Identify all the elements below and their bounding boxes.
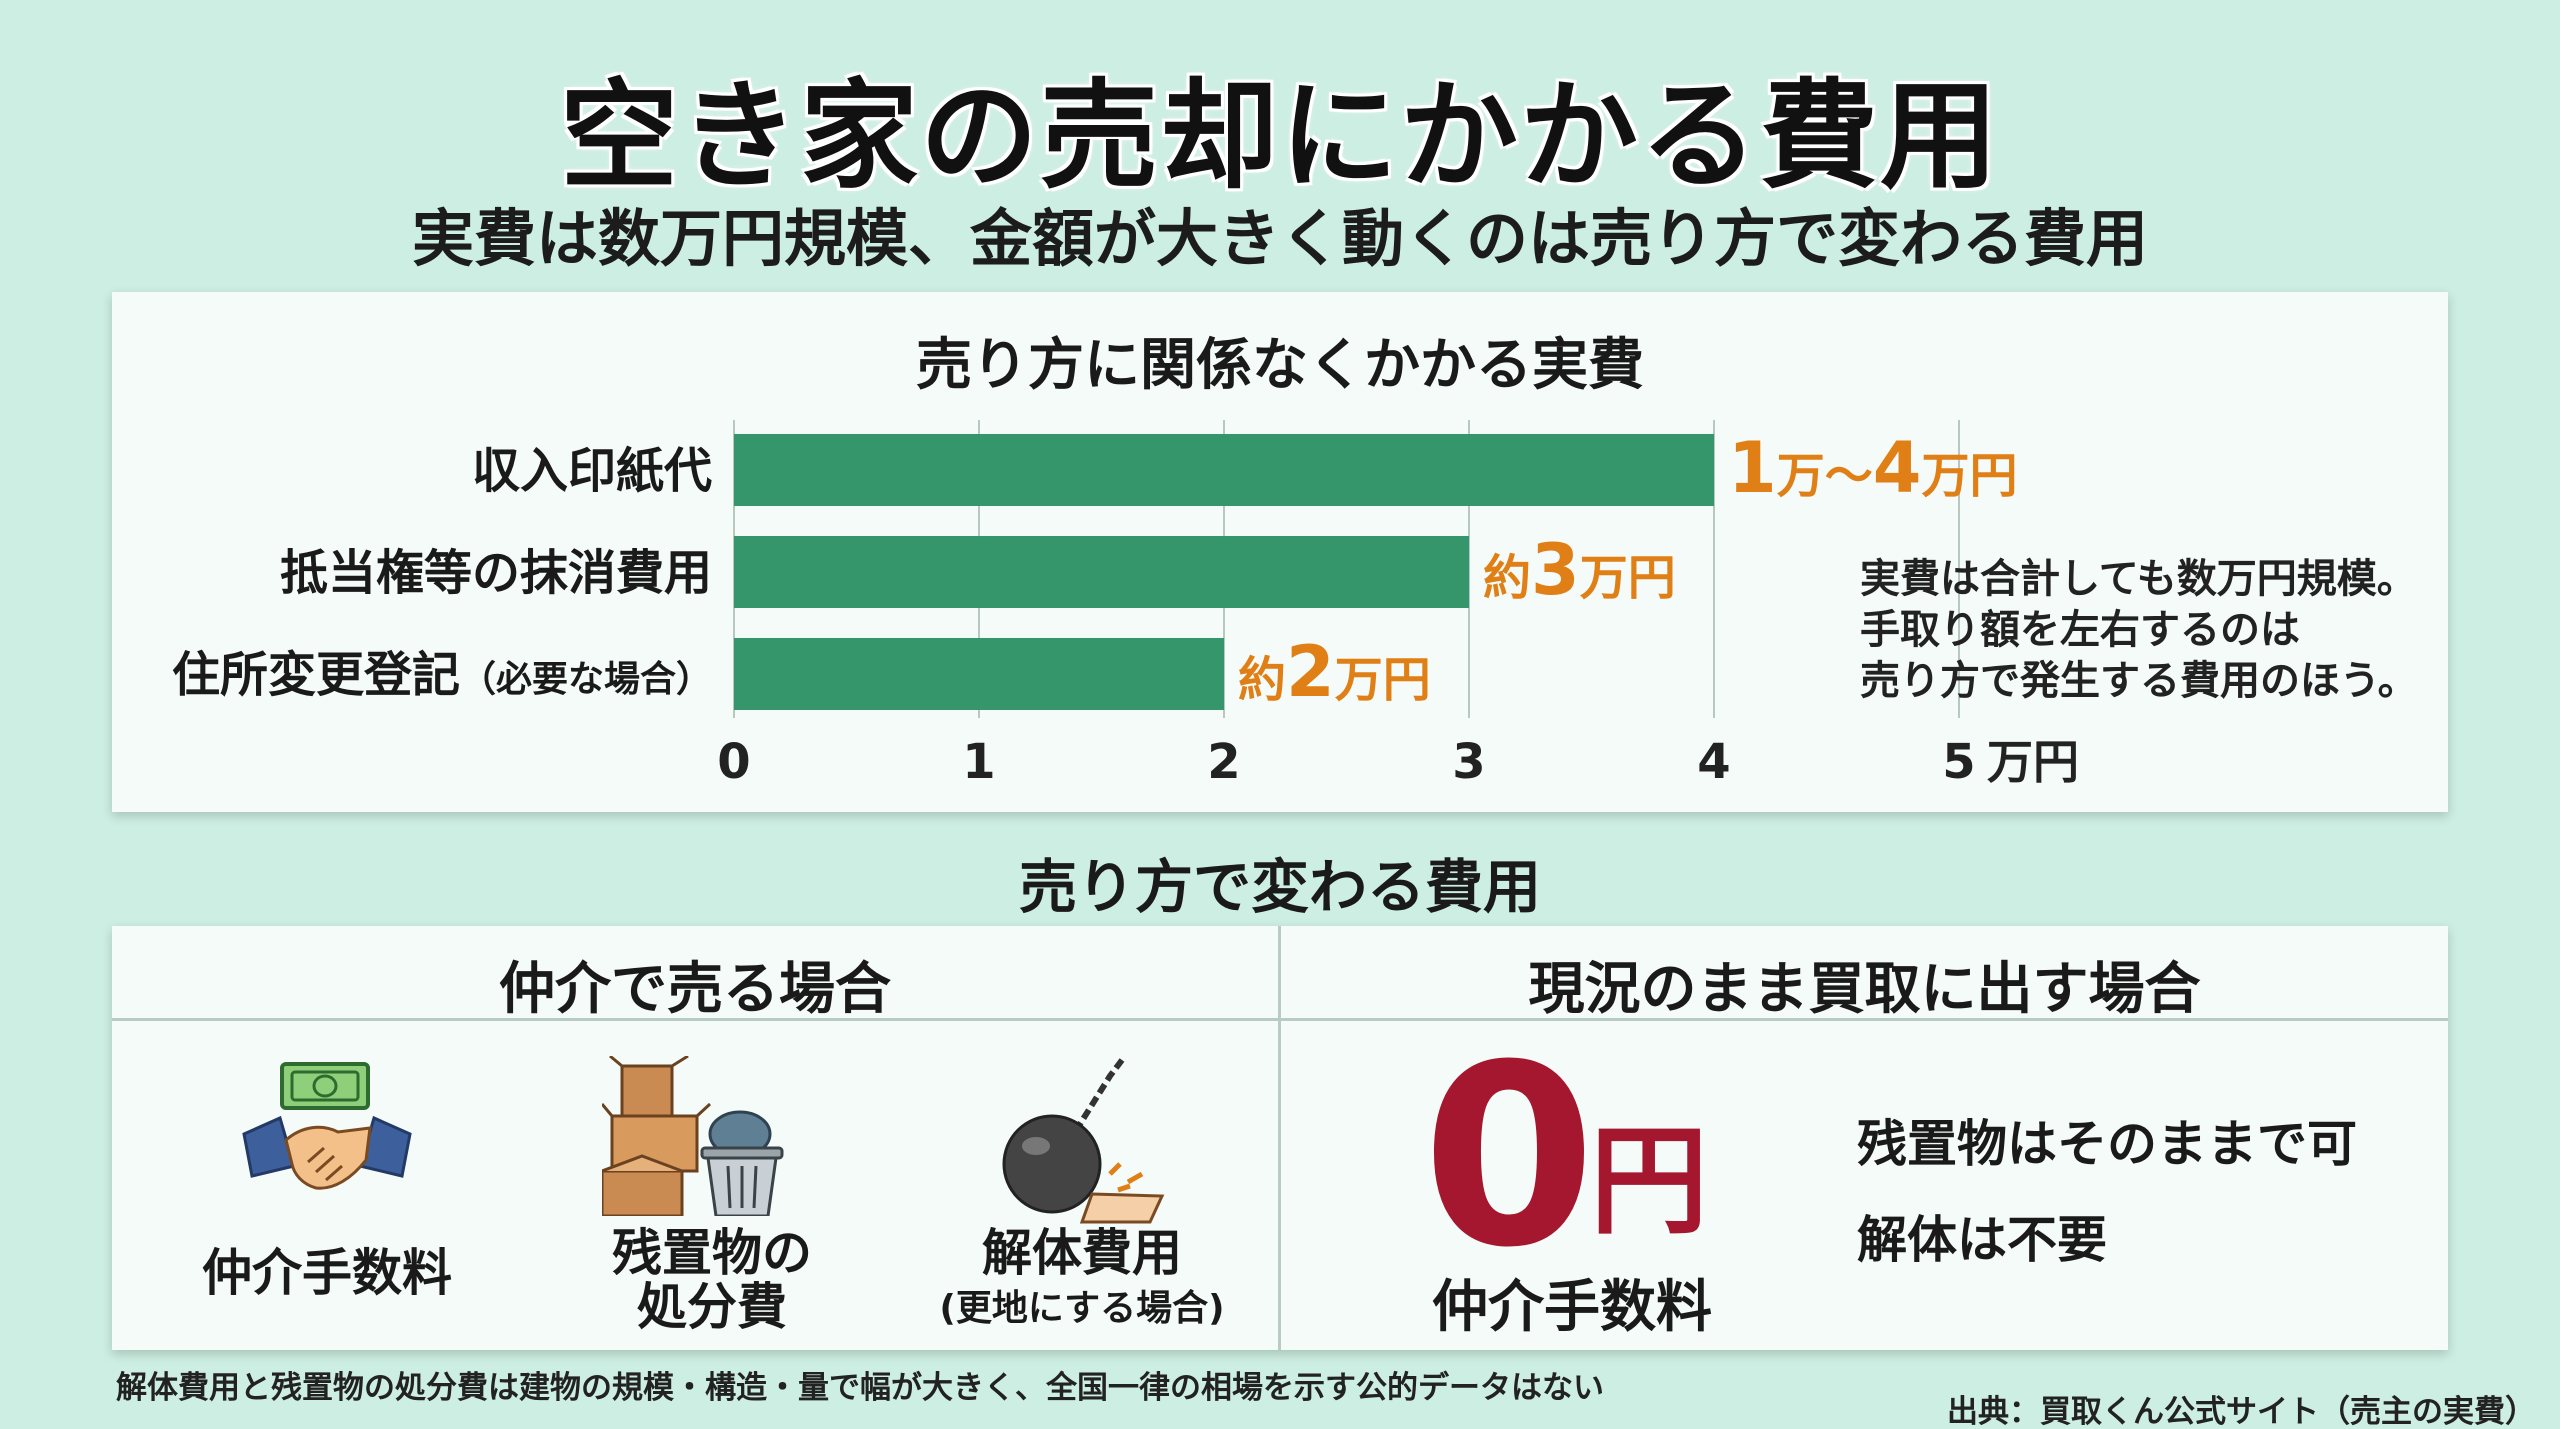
residual-disposal-label-1: 残置物の: [612, 1224, 812, 1282]
x-tick-label: 3: [1452, 734, 1485, 790]
side-note-line: 売り方で発生する費用のほう。: [1860, 658, 2418, 704]
side-note: 実費は合計しても数万円規模。 手取り額を左右するのは 売り方で発生する費用のほう…: [1860, 554, 2440, 707]
column-divider: [1278, 926, 1281, 1350]
buyout-note-demolition: 解体は不要: [1857, 1211, 2107, 1269]
x-tick-label: 4: [1697, 734, 1730, 790]
category-label: 抵当権等の抹消費用: [280, 545, 712, 601]
section-title-variable-costs: 売り方で変わる費用: [1018, 853, 1541, 921]
buyout-heading: 現況のまま買取に出す場合: [1528, 957, 2201, 1022]
zero-fee-unit: 円: [1590, 1112, 1709, 1250]
bar: [734, 536, 1469, 608]
wrecking-ball-icon: [1002, 1058, 1165, 1224]
data-label: 1万～4万円: [1728, 427, 2017, 509]
zero-fee-number: 0: [1422, 1011, 1596, 1302]
data-label: 約3万円: [1483, 529, 1676, 611]
fixed-costs-panel: 売り方に関係なくかかる実費 0 1 2 3 4 5 万円 収入印紙代 1万～4万円抵当権等の抹消…: [112, 292, 2448, 812]
brokerage-fee-label: 仲介手数料: [202, 1244, 452, 1302]
data-label: 約2万円: [1238, 631, 1431, 713]
x-tick-label: 0: [717, 734, 750, 790]
boxes-trash-icon: [602, 1056, 784, 1216]
x-tick-label: 1: [962, 734, 995, 790]
source-citation: 出典：買取くん公式サイト（売主の実費）: [1947, 1394, 2536, 1429]
side-note-line: 手取り額を左右するのは: [1860, 607, 2300, 653]
bar: [734, 638, 1224, 710]
category-label: 住所変更登記（必要な場合）: [172, 647, 712, 703]
residual-disposal-label-2: 処分費: [637, 1278, 787, 1336]
footnote: 解体費用と残置物の処分費は建物の規模・構造・量で幅が大きく、全国一律の相場を示す…: [116, 1370, 1604, 1406]
brokerage-heading: 仲介で売る場合: [499, 957, 891, 1022]
demolition-cost-sublabel: (更地にする場合): [939, 1288, 1225, 1329]
category-label: 収入印紙代: [472, 443, 712, 499]
handshake-money-icon: [242, 1062, 412, 1190]
buyout-note-residual: 残置物はそのままで可: [1857, 1115, 2357, 1173]
x-unit-label: 万円: [1987, 735, 2079, 789]
chart-title: 売り方に関係なくかかる実費: [916, 333, 1644, 398]
page-subtitle: 実費は数万円規模、金額が大きく動くのは売り方で変わる費用: [411, 202, 2148, 275]
bar: [734, 434, 1714, 506]
variable-costs-panel: 仲介で売る場合 現況のまま買取に出す場合 仲介手数料 残置物の 処分費 解体費用…: [112, 926, 2448, 1350]
x-tick-label: 5: [1942, 734, 1975, 790]
x-tick-label: 2: [1207, 734, 1240, 790]
demolition-cost-label: 解体費用: [982, 1224, 1182, 1282]
side-note-line: 実費は合計しても数万円規模。: [1860, 556, 2417, 602]
header-divider: [112, 1018, 2448, 1021]
page-title: 空き家の売却にかかる費用: [559, 67, 2000, 205]
zero-fee-label: 仲介手数料: [1432, 1275, 1712, 1340]
